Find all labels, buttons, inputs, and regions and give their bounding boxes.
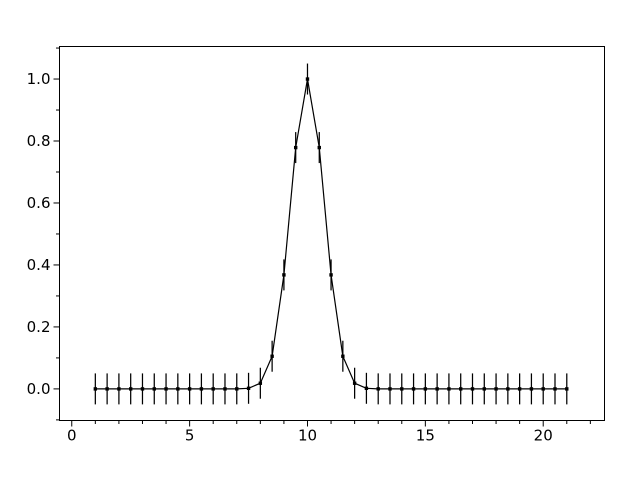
x-tick-label: 10 (298, 427, 317, 445)
data-marker (411, 387, 416, 391)
data-marker (400, 387, 404, 391)
x-tick-label: 20 (534, 427, 553, 445)
data-marker (282, 273, 286, 277)
x-tick-label: 15 (416, 427, 435, 445)
data-line (95, 78, 567, 390)
data-marker (565, 387, 569, 391)
data-marker (305, 77, 310, 81)
data-marker (105, 387, 109, 391)
y-tick-label: 0.0 (27, 380, 51, 398)
data-marker (317, 145, 321, 150)
data-marker (223, 387, 227, 391)
data-marker (117, 387, 121, 391)
data-marker (176, 387, 180, 391)
data-marker (246, 386, 251, 391)
data-marker (140, 387, 145, 391)
data-marker (258, 381, 263, 385)
data-marker (211, 387, 215, 391)
data-marker (423, 387, 428, 391)
x-tick-label: 5 (185, 427, 195, 445)
data-marker (293, 145, 298, 150)
y-tick-label: 0.6 (27, 194, 51, 212)
data-marker (541, 387, 545, 391)
y-tick-label: 0.4 (27, 256, 51, 274)
data-marker (152, 387, 156, 391)
plot-frame (59, 46, 605, 421)
data-marker (447, 387, 451, 391)
data-marker (506, 387, 510, 391)
data-marker (235, 387, 239, 391)
data-marker (93, 387, 98, 391)
y-tick-label: 0.2 (27, 318, 51, 336)
data-marker (341, 354, 345, 358)
data-marker (435, 387, 439, 391)
y-tick-label: 0.8 (27, 132, 51, 150)
data-marker (187, 387, 192, 391)
x-tick-label: 0 (67, 427, 77, 445)
data-marker (494, 387, 498, 391)
data-marker (388, 387, 392, 391)
data-marker (482, 387, 486, 391)
data-marker (517, 387, 522, 391)
y-tick-label: 1.0 (27, 70, 51, 88)
data-marker (529, 387, 534, 391)
data-marker (329, 273, 333, 277)
data-marker (364, 386, 369, 391)
data-marker (164, 387, 168, 391)
data-marker (199, 387, 204, 391)
data-marker (470, 387, 475, 391)
data-marker (352, 381, 357, 385)
data-marker (270, 354, 274, 358)
data-marker (553, 387, 557, 391)
data-marker (376, 387, 380, 391)
data-marker (128, 387, 133, 391)
data-marker (459, 387, 463, 391)
